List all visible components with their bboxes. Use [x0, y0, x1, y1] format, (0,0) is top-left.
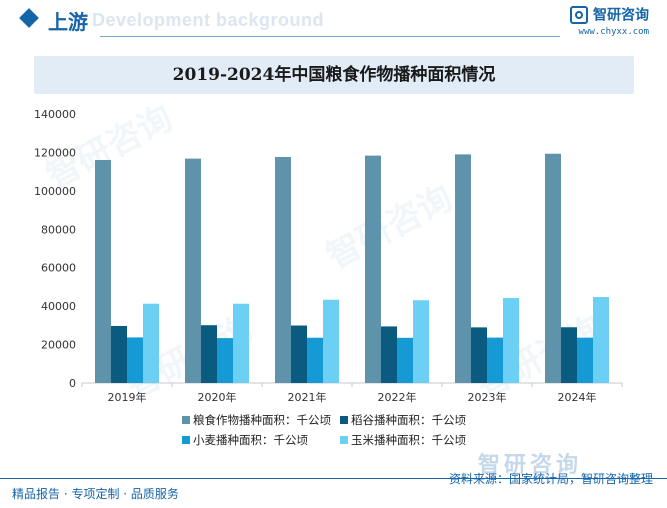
bar — [275, 156, 291, 383]
y-tick-label: 100000 — [34, 185, 76, 198]
brand-logo-icon — [569, 5, 588, 24]
header: Development background 上游 智研咨询 www.chyxx… — [0, 0, 667, 40]
bar — [233, 303, 249, 383]
footer-slogan: 精品报告 · 专项定制 · 品质服务 — [12, 487, 179, 501]
y-tick-label: 140000 — [34, 108, 76, 121]
brand: 智研咨询 www.chyxx.com — [569, 4, 649, 37]
x-tick-label: 2019年 — [108, 390, 147, 404]
header-divider — [100, 36, 560, 37]
bar — [381, 326, 397, 383]
x-tick-label: 2024年 — [558, 390, 597, 404]
bar — [577, 337, 593, 383]
y-tick-label: 0 — [69, 377, 76, 390]
legend-label: 小麦播种面积：千公顷 — [193, 433, 308, 447]
y-tick-label: 20000 — [41, 339, 76, 352]
bar — [95, 159, 111, 383]
bar — [561, 327, 577, 383]
legend-swatch — [182, 436, 190, 444]
x-tick-label: 2022年 — [378, 390, 417, 404]
bar — [323, 299, 339, 383]
bar — [185, 158, 201, 383]
bar — [593, 297, 609, 383]
bar — [307, 337, 323, 383]
bar — [217, 338, 233, 383]
legend-swatch — [340, 436, 348, 444]
ghost-subtitle: Development background — [92, 10, 325, 30]
bar — [487, 337, 503, 383]
bar — [397, 337, 413, 383]
y-tick-label: 80000 — [41, 223, 76, 236]
chart-title: 2019-2024年中国粮食作物播种面积情况 — [172, 65, 496, 85]
x-tick-label: 2023年 — [468, 390, 507, 404]
bar — [127, 337, 143, 383]
bar — [545, 153, 561, 383]
footer-divider — [0, 478, 667, 479]
bar — [455, 154, 471, 383]
bar — [503, 298, 519, 383]
bar — [413, 300, 429, 383]
bar — [201, 325, 217, 383]
x-tick-label: 2021年 — [288, 390, 327, 404]
legend-label: 粮食作物播种面积：千公顷 — [193, 413, 331, 427]
source-note: 资料来源：国家统计局，智研咨询整理 — [448, 472, 653, 486]
section-title: 上游 — [48, 10, 88, 34]
legend-label: 稻谷播种面积：千公顷 — [351, 413, 466, 427]
bar — [471, 327, 487, 383]
y-tick-label: 60000 — [41, 262, 76, 275]
legend-label: 玉米播种面积：千公顷 — [351, 433, 466, 447]
bar — [365, 155, 381, 383]
footer-logo: 智研咨询 — [478, 453, 583, 478]
y-tick-label: 40000 — [41, 300, 76, 313]
x-tick-label: 2020年 — [198, 390, 237, 404]
brand-name: 智研咨询 — [593, 7, 649, 24]
legend-swatch — [340, 416, 348, 424]
brand-url: www.chyxx.com — [578, 26, 649, 37]
bar — [111, 325, 127, 383]
legend-swatch — [182, 416, 190, 424]
y-tick-label: 120000 — [34, 146, 76, 159]
chart-title-band: 2019-2024年中国粮食作物播种面积情况 — [34, 56, 634, 94]
bar — [143, 303, 159, 383]
bar — [291, 325, 307, 383]
